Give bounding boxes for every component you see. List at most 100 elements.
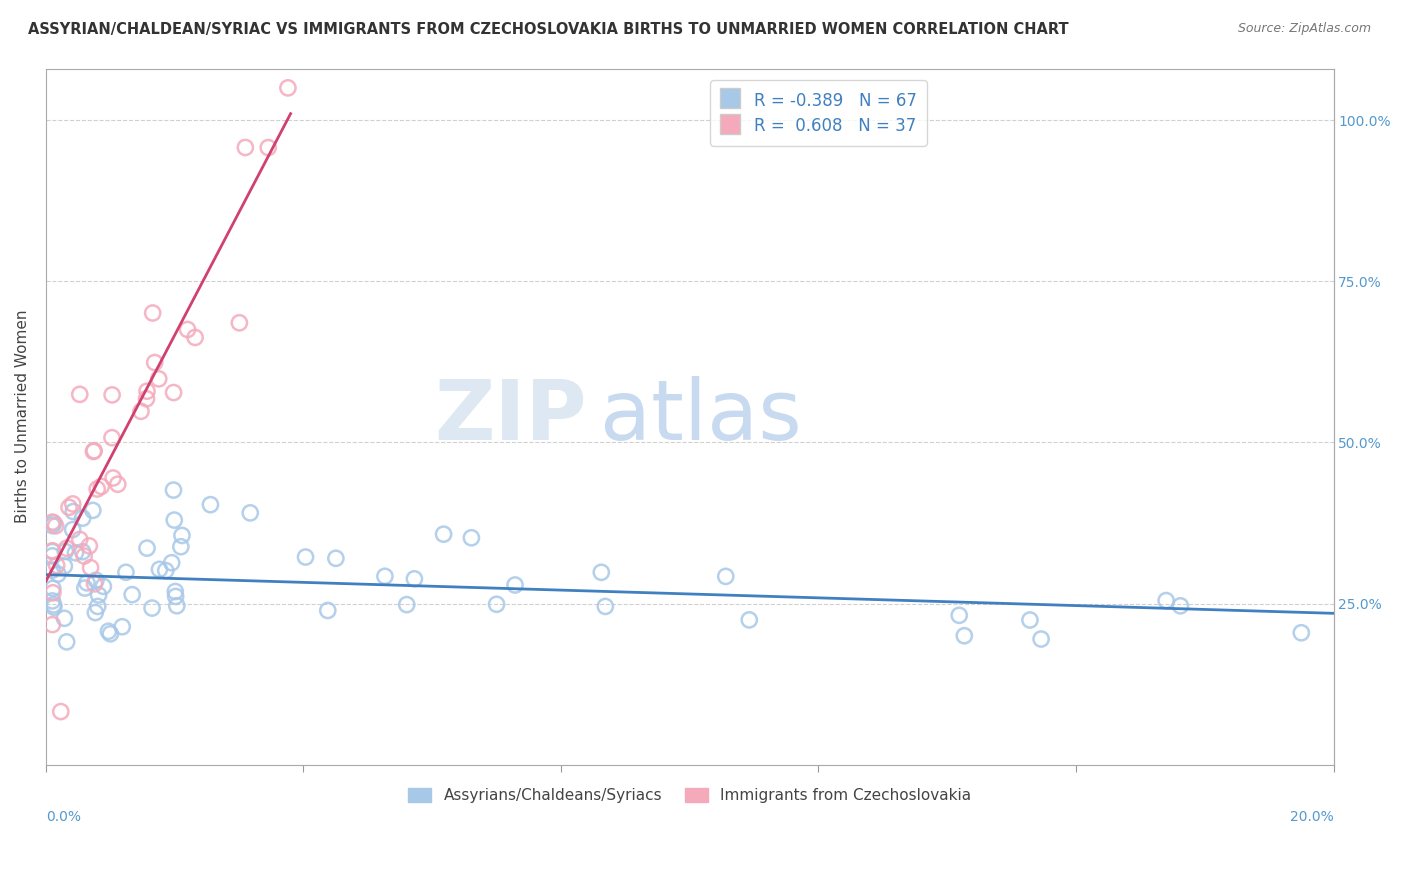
Point bbox=[46, 567, 69, 582]
Point bbox=[595, 599, 617, 614]
Point bbox=[41, 549, 63, 563]
Point bbox=[41, 563, 63, 577]
Point bbox=[53, 559, 76, 574]
Point bbox=[101, 431, 124, 445]
Point bbox=[107, 477, 129, 491]
Point bbox=[41, 617, 63, 632]
Point bbox=[72, 545, 94, 559]
Point bbox=[82, 444, 104, 458]
Point bbox=[591, 566, 613, 580]
Point bbox=[142, 306, 165, 320]
Point bbox=[155, 564, 177, 578]
Point bbox=[101, 471, 124, 485]
Point bbox=[316, 603, 339, 617]
Point bbox=[42, 516, 65, 530]
Point bbox=[948, 608, 970, 623]
Point bbox=[170, 528, 193, 542]
Point bbox=[294, 549, 316, 564]
Point bbox=[86, 482, 108, 496]
Point bbox=[72, 511, 94, 525]
Point bbox=[143, 355, 166, 369]
Point bbox=[45, 518, 67, 533]
Point bbox=[257, 140, 280, 154]
Point bbox=[129, 404, 152, 418]
Point bbox=[485, 597, 508, 611]
Point bbox=[42, 598, 65, 612]
Text: Source: ZipAtlas.com: Source: ZipAtlas.com bbox=[1237, 22, 1371, 36]
Point bbox=[101, 388, 124, 402]
Point bbox=[166, 599, 188, 613]
Point bbox=[55, 541, 77, 556]
Point bbox=[432, 527, 454, 541]
Point bbox=[41, 515, 63, 529]
Point bbox=[200, 498, 222, 512]
Point bbox=[87, 588, 110, 602]
Point bbox=[115, 566, 138, 580]
Text: 0.0%: 0.0% bbox=[46, 810, 82, 824]
Point bbox=[1154, 593, 1177, 607]
Point bbox=[1170, 599, 1192, 613]
Text: ZIP: ZIP bbox=[434, 376, 586, 458]
Point bbox=[111, 620, 134, 634]
Point bbox=[176, 322, 198, 336]
Point bbox=[84, 606, 107, 620]
Point bbox=[42, 586, 65, 600]
Point bbox=[65, 546, 87, 560]
Point bbox=[82, 503, 104, 517]
Point bbox=[41, 518, 63, 533]
Point bbox=[162, 385, 184, 400]
Point bbox=[953, 629, 976, 643]
Point bbox=[49, 705, 72, 719]
Point bbox=[41, 594, 63, 608]
Point bbox=[55, 635, 77, 649]
Legend: Assyrians/Chaldeans/Syriacs, Immigrants from Czechoslovakia: Assyrians/Chaldeans/Syriacs, Immigrants … bbox=[402, 782, 977, 809]
Point bbox=[45, 558, 67, 573]
Point bbox=[395, 598, 418, 612]
Point bbox=[76, 575, 98, 590]
Point bbox=[374, 569, 396, 583]
Point bbox=[141, 601, 163, 615]
Point bbox=[235, 140, 257, 154]
Point bbox=[184, 330, 207, 344]
Point bbox=[100, 627, 122, 641]
Point bbox=[135, 392, 157, 406]
Point bbox=[228, 316, 250, 330]
Point bbox=[42, 582, 65, 596]
Point bbox=[53, 544, 76, 558]
Point bbox=[1019, 613, 1042, 627]
Point bbox=[90, 479, 112, 493]
Point bbox=[460, 531, 482, 545]
Point bbox=[148, 372, 170, 386]
Y-axis label: Births to Unmarried Women: Births to Unmarried Women bbox=[15, 310, 30, 524]
Point bbox=[136, 541, 159, 556]
Point bbox=[62, 497, 84, 511]
Point bbox=[41, 543, 63, 558]
Point bbox=[58, 500, 80, 515]
Point bbox=[162, 483, 184, 497]
Point bbox=[163, 513, 186, 527]
Point bbox=[160, 556, 183, 570]
Point bbox=[97, 624, 120, 639]
Point bbox=[1291, 625, 1313, 640]
Point bbox=[69, 387, 91, 401]
Point bbox=[42, 600, 65, 615]
Point bbox=[170, 540, 193, 554]
Point bbox=[738, 613, 761, 627]
Point bbox=[41, 544, 63, 558]
Point bbox=[73, 549, 96, 563]
Point bbox=[1029, 632, 1052, 646]
Text: ASSYRIAN/CHALDEAN/SYRIAC VS IMMIGRANTS FROM CZECHOSLOVAKIA BIRTHS TO UNMARRIED W: ASSYRIAN/CHALDEAN/SYRIAC VS IMMIGRANTS F… bbox=[28, 22, 1069, 37]
Point bbox=[93, 579, 115, 593]
Point bbox=[79, 539, 101, 553]
Point bbox=[83, 577, 105, 591]
Point bbox=[325, 551, 347, 566]
Text: 20.0%: 20.0% bbox=[1289, 810, 1333, 824]
Point bbox=[86, 599, 108, 614]
Point bbox=[62, 523, 84, 537]
Point bbox=[83, 443, 105, 458]
Point bbox=[714, 569, 737, 583]
Point bbox=[69, 533, 91, 547]
Point bbox=[165, 584, 187, 599]
Point bbox=[165, 590, 187, 604]
Point bbox=[277, 81, 299, 95]
